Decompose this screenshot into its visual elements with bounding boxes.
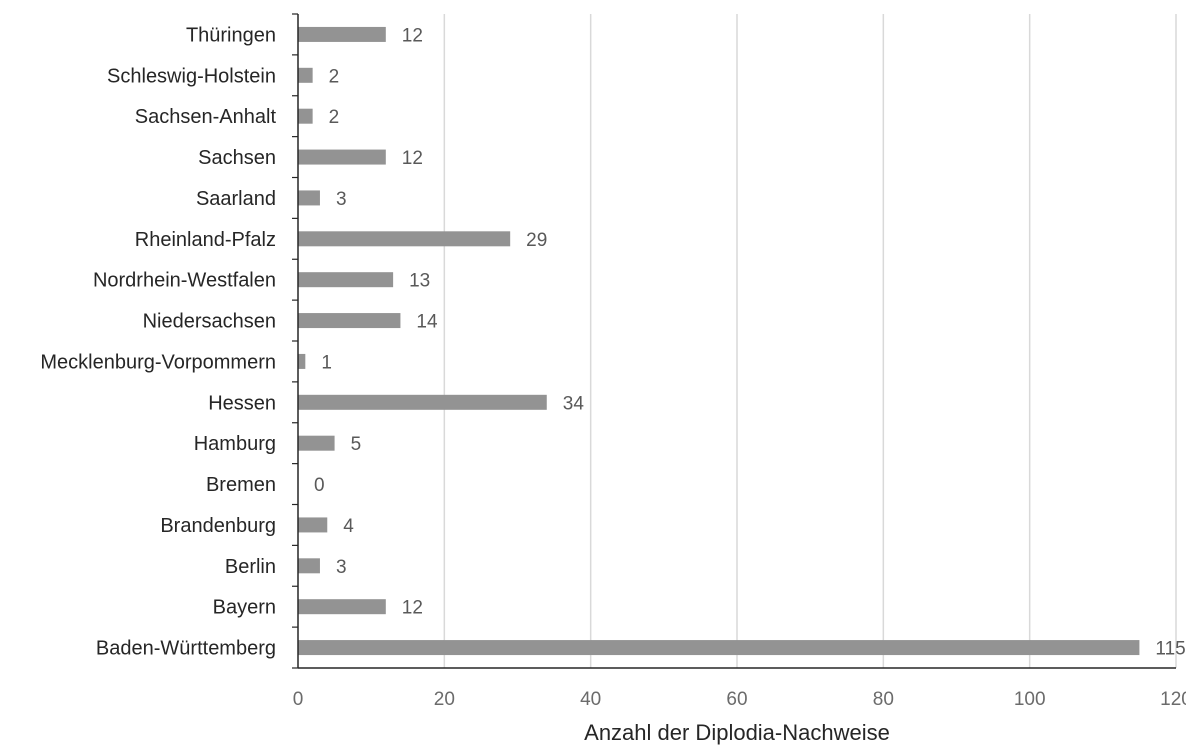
x-tick-label: 100 (1014, 689, 1046, 710)
data-label: 34 (563, 393, 585, 414)
category-label: Schleswig-Holstein (107, 65, 276, 87)
bar (298, 67, 313, 83)
x-tick-label: 80 (873, 689, 894, 710)
category-label: Mecklenburg-Vorpommern (40, 351, 276, 373)
category-label: Berlin (225, 556, 276, 578)
bar (298, 517, 328, 533)
data-label: 29 (526, 230, 547, 251)
bar (298, 313, 401, 329)
category-label: Nordrhein-Westfalen (93, 270, 276, 292)
category-label: Niedersachsen (143, 311, 276, 333)
category-label: Hessen (208, 392, 276, 414)
data-label: 2 (329, 66, 340, 87)
data-label: 12 (402, 598, 423, 619)
data-label: 2 (329, 107, 340, 128)
x-axis-title: Anzahl der Diplodia-Nachweise (584, 720, 890, 745)
x-tick-label: 40 (580, 689, 601, 710)
bar (298, 394, 547, 410)
bar (298, 26, 386, 42)
category-label: Hamburg (194, 433, 276, 455)
bar (298, 640, 1140, 656)
category-label: Sachsen (198, 147, 276, 169)
bar (298, 353, 306, 369)
data-label: 4 (343, 516, 354, 537)
x-tick-label: 120 (1160, 689, 1186, 710)
bar (298, 149, 386, 165)
bar (298, 435, 335, 451)
data-label: 3 (336, 557, 347, 578)
x-tick-label: 0 (293, 689, 304, 710)
category-label: Baden-Württemberg (96, 638, 276, 660)
category-label: Saarland (196, 188, 276, 210)
bar (298, 231, 511, 247)
data-label: 3 (336, 189, 347, 210)
gridlines (443, 14, 1177, 668)
category-label: Brandenburg (160, 515, 276, 537)
data-label: 12 (402, 148, 423, 169)
data-label: 13 (409, 271, 430, 292)
bars (298, 26, 1140, 656)
data-label: 1 (321, 352, 332, 373)
category-label: Thüringen (186, 24, 276, 46)
bar (298, 558, 320, 574)
category-label: Sachsen-Anhalt (135, 106, 277, 128)
bar (298, 272, 394, 288)
x-tick-label: 60 (726, 689, 747, 710)
data-label: 14 (416, 312, 438, 333)
axes (292, 13, 1176, 669)
labels: 020406080100120Baden-Württemberg115Bayer… (40, 24, 1186, 710)
bar (298, 599, 386, 615)
data-label: 0 (314, 475, 325, 496)
data-label: 12 (402, 25, 423, 46)
category-label: Bremen (206, 474, 276, 496)
data-label: 115 (1155, 639, 1185, 660)
x-tick-label: 20 (434, 689, 455, 710)
bar (298, 108, 313, 124)
category-label: Rheinland-Pfalz (135, 229, 276, 251)
category-label: Bayern (213, 597, 276, 619)
data-label: 5 (351, 434, 362, 455)
bar (298, 190, 320, 206)
